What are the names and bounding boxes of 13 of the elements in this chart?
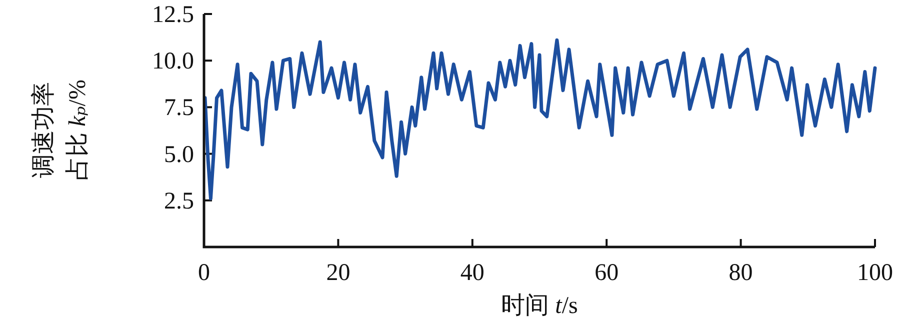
x-tick-label: 60 bbox=[594, 260, 619, 286]
x-axis-title: 时间 t/s bbox=[501, 293, 578, 319]
x-tick-label: 80 bbox=[728, 260, 753, 286]
y-tick-label: 7.5 bbox=[164, 95, 194, 122]
y-tick-label: 10.0 bbox=[152, 48, 194, 75]
x-tick-label: 0 bbox=[198, 260, 210, 286]
y-tick-label: 12.5 bbox=[152, 2, 194, 28]
y-tick-label: 2.5 bbox=[164, 188, 194, 214]
x-tick-label: 100 bbox=[857, 260, 893, 286]
x-tick-label: 20 bbox=[326, 260, 350, 286]
y-tick-label: 5.0 bbox=[164, 142, 194, 168]
x-tick-label: 40 bbox=[460, 260, 484, 286]
line-series bbox=[203, 38, 877, 200]
